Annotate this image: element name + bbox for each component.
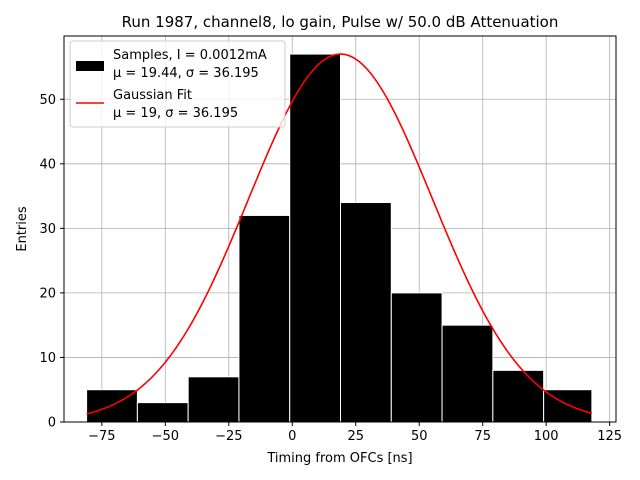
y-tick-label: 50 [39, 93, 56, 108]
plot-frame [63, 35, 617, 423]
x-tick-label: 125 [597, 429, 622, 444]
y-tick-label: 10 [39, 351, 56, 366]
y-tick-label: 20 [39, 286, 56, 301]
histogram-bar [441, 324, 494, 423]
legend-stats-samples: μ = 19.44, σ = 36.195 [113, 66, 259, 81]
x-tick-label: −50 [152, 429, 179, 444]
gaussian-fit-curve [86, 53, 593, 415]
legend: Samples, I = 0.0012mA μ = 19.44, σ = 36.… [69, 40, 286, 128]
x-tick-label: 100 [534, 429, 559, 444]
y-tick-label: 30 [39, 222, 56, 237]
x-axis-ticks: −75 −50 −25 0 25 50 75 100 125 [88, 422, 622, 444]
histogram-bar [187, 376, 240, 423]
histogram-bar [136, 402, 189, 423]
legend-label-fit: Gaussian Fit [113, 88, 192, 103]
x-tick-label: 75 [474, 429, 491, 444]
y-axis-ticks: 0 10 20 30 40 50 [39, 93, 64, 431]
y-tick-label: 0 [48, 416, 56, 431]
x-tick-label: 0 [288, 429, 296, 444]
histogram-bar [492, 369, 545, 423]
x-axis-label: Timing from OFCs [ns] [266, 451, 412, 466]
legend-box [69, 40, 286, 128]
chart-title: Run 1987, channel8, lo gain, Pulse w/ 50… [122, 13, 559, 31]
x-tick-label: 25 [347, 429, 364, 444]
histogram-bar [289, 53, 342, 423]
histogram-bar [238, 214, 291, 423]
legend-swatch-samples [76, 61, 104, 71]
legend-label-samples: Samples, I = 0.0012mA [113, 48, 267, 63]
y-tick-label: 40 [39, 157, 56, 172]
histogram-bar [390, 292, 443, 423]
x-tick-label: −25 [215, 429, 242, 444]
gaussian-fit [86, 53, 593, 415]
x-tick-label: −75 [88, 429, 115, 444]
y-axis-label: Entries [15, 206, 30, 252]
histogram-bars [86, 53, 593, 423]
legend-stats-fit: μ = 19, σ = 36.195 [113, 106, 238, 121]
x-tick-label: 50 [411, 429, 428, 444]
histogram-bar [340, 202, 392, 423]
